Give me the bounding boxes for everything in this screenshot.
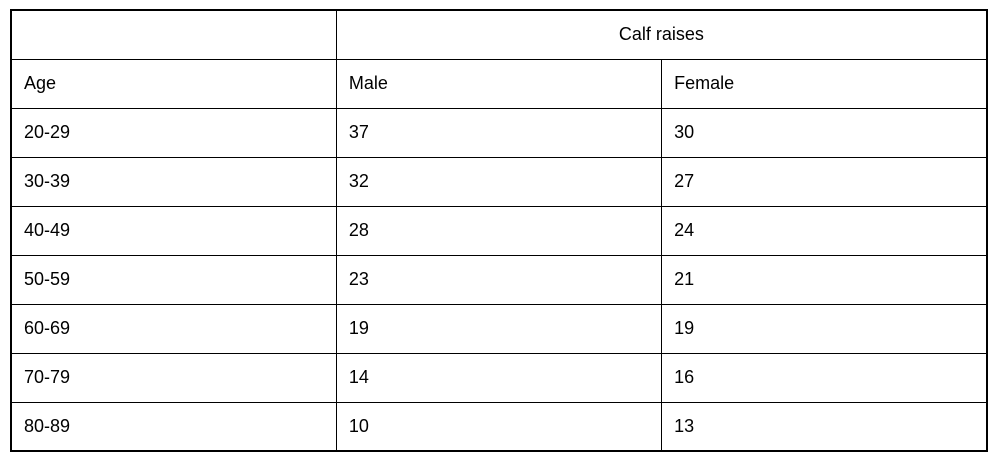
age-cell: 60-69 bbox=[10, 303, 337, 354]
female-value-cell: 21 bbox=[661, 254, 988, 305]
table-row: 20-29 37 30 bbox=[10, 107, 988, 158]
table-row: 50-59 23 21 bbox=[10, 254, 988, 305]
column-header-male: Male bbox=[335, 58, 663, 109]
age-cell: 80-89 bbox=[10, 401, 337, 452]
column-header-row: Age Male Female bbox=[10, 58, 988, 109]
male-value-cell: 19 bbox=[335, 303, 663, 354]
male-value-cell: 28 bbox=[335, 205, 663, 256]
female-value-cell: 27 bbox=[661, 156, 988, 207]
calf-raises-table: Calf raises Age Male Female 20-29 37 30 … bbox=[10, 9, 988, 452]
age-cell: 30-39 bbox=[10, 156, 337, 207]
age-cell: 50-59 bbox=[10, 254, 337, 305]
table-row: 80-89 10 13 bbox=[10, 401, 988, 452]
female-value-cell: 19 bbox=[661, 303, 988, 354]
female-value-cell: 13 bbox=[661, 401, 988, 452]
female-value-cell: 30 bbox=[661, 107, 988, 158]
group-header-row: Calf raises bbox=[10, 9, 988, 60]
table-row: 60-69 19 19 bbox=[10, 303, 988, 354]
female-value-cell: 16 bbox=[661, 352, 988, 403]
corner-empty-cell bbox=[10, 9, 337, 60]
column-header-female: Female bbox=[661, 58, 988, 109]
table-row: 30-39 32 27 bbox=[10, 156, 988, 207]
age-cell: 70-79 bbox=[10, 352, 337, 403]
table-row: 40-49 28 24 bbox=[10, 205, 988, 256]
age-cell: 20-29 bbox=[10, 107, 337, 158]
column-header-age: Age bbox=[10, 58, 337, 109]
male-value-cell: 32 bbox=[335, 156, 663, 207]
male-value-cell: 37 bbox=[335, 107, 663, 158]
age-cell: 40-49 bbox=[10, 205, 337, 256]
group-header-cell: Calf raises bbox=[335, 9, 988, 60]
male-value-cell: 23 bbox=[335, 254, 663, 305]
male-value-cell: 14 bbox=[335, 352, 663, 403]
table-row: 70-79 14 16 bbox=[10, 352, 988, 403]
female-value-cell: 24 bbox=[661, 205, 988, 256]
male-value-cell: 10 bbox=[335, 401, 663, 452]
